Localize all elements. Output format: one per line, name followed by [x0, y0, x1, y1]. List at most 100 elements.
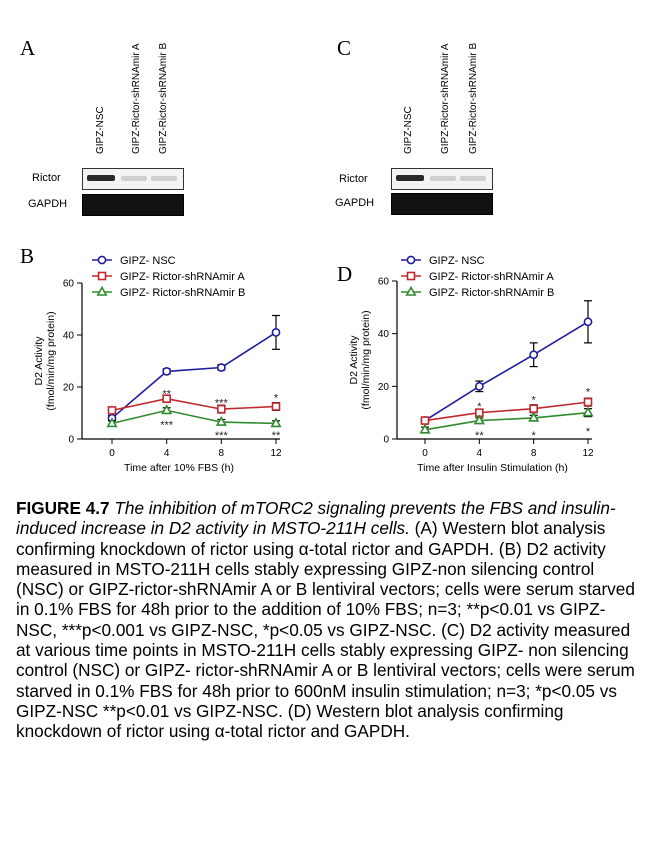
significance-marker: *: [586, 387, 591, 399]
data-point: [97, 255, 107, 265]
blot-band: [460, 176, 486, 181]
data-point: [271, 328, 281, 337]
y-tick-label: 20: [63, 383, 75, 394]
y-tick-label: 20: [378, 382, 390, 393]
gapdh-blot-strip: [391, 193, 493, 215]
panel-label-d: D: [337, 262, 353, 286]
data-point: [96, 285, 108, 296]
x-axis-label: Time after Insulin Stimulation (h): [417, 462, 568, 474]
data-point: [270, 417, 282, 428]
series-line: [111, 409, 277, 425]
y-tick-label: 0: [68, 435, 74, 446]
legend-entry: GIPZ- NSC: [429, 255, 485, 267]
series-line: [111, 331, 277, 419]
panel-label-c: C: [337, 36, 352, 60]
x-tick-label: 0: [422, 448, 428, 459]
significance-marker: ***: [215, 430, 229, 442]
rictor-blot-strip: [82, 168, 184, 190]
lane-label: GIPZ-Rictor-shRNAmir B: [158, 42, 169, 154]
legend-entry: GIPZ- Rictor-shRNAmir B: [120, 287, 245, 299]
figure-caption-body: (A) Western blot analysis confirming kno…: [16, 518, 635, 742]
y-axis-label: D2 Activity: [33, 336, 45, 386]
panel-label-a: A: [20, 36, 36, 60]
line-chart-d: 0 20 40 60 0 4 8 12 Time after Insulin Stimulati…: [348, 255, 594, 474]
x-tick-label: 4: [164, 448, 170, 459]
lane-label: GIPZ-Rictor-shRNAmir B: [468, 42, 479, 154]
blot-row-label: Rictor: [339, 173, 368, 185]
data-point: [473, 414, 485, 425]
significance-marker: *: [477, 401, 482, 413]
significance-marker: **: [475, 430, 484, 442]
data-point: [97, 271, 107, 281]
legend-entry: GIPZ- NSC: [120, 255, 176, 267]
y-tick-label: 40: [63, 331, 75, 342]
series-line: [424, 401, 589, 422]
data-point: [528, 411, 540, 422]
data-point: [162, 394, 171, 403]
significance-marker: *: [274, 392, 279, 404]
series-line: [424, 321, 589, 422]
data-point: [215, 415, 227, 426]
data-point: [583, 397, 593, 407]
figure-label: FIGURE 4.7: [16, 498, 110, 518]
y-tick-label: 60: [63, 279, 75, 290]
blot-band: [121, 176, 147, 181]
lane-label: GIPZ-Rictor-shRNAmir A: [440, 43, 451, 154]
data-point: [107, 406, 117, 415]
data-point: [162, 367, 172, 376]
panel-label-b: B: [20, 244, 35, 268]
y-tick-label: 60: [378, 277, 390, 288]
data-point: [106, 417, 118, 428]
blot-band: [430, 176, 456, 181]
data-point: [405, 285, 417, 296]
data-point: [217, 404, 226, 414]
x-tick-label: 8: [531, 448, 537, 459]
x-tick-label: 8: [219, 448, 225, 459]
significance-marker: **: [162, 389, 171, 401]
blot-row-label: Rictor: [32, 172, 61, 184]
blot-row-label: GAPDH: [335, 197, 375, 209]
x-tick-label: 12: [270, 448, 282, 459]
figure-title: The inhibition of mTORC2 signaling preve…: [16, 498, 616, 539]
data-point: [420, 416, 430, 425]
series-line: [111, 397, 277, 412]
significance-marker: *: [532, 430, 537, 442]
data-point: [216, 363, 226, 372]
data-point: [583, 317, 593, 327]
data-point: [419, 423, 431, 434]
series-line: [424, 411, 589, 431]
gapdh-blot-strip: [82, 194, 184, 216]
data-point: [406, 255, 416, 265]
legend-entry: GIPZ- Rictor-shRNAmir A: [120, 271, 245, 283]
data-point: [582, 406, 594, 417]
data-point: [161, 404, 173, 415]
significance-marker: ***: [215, 398, 229, 410]
lane-label: GIPZ-NSC: [95, 106, 106, 154]
data-point: [474, 381, 484, 391]
significance-marker: *: [532, 395, 537, 407]
y-axis-label-units: (fmol/min/mg protein): [360, 310, 372, 409]
blot-band: [396, 175, 424, 181]
x-tick-label: 0: [109, 448, 115, 459]
line-chart-b: 0 20 40 60 0 4 8 12 Time after 10% FBS (h) D2 Act…: [33, 255, 282, 474]
y-tick-label: 0: [383, 435, 389, 446]
x-axis-label: Time after 10% FBS (h): [124, 462, 234, 474]
y-axis-label: D2 Activity: [348, 335, 360, 385]
data-point: [529, 350, 539, 360]
x-tick-label: 12: [582, 448, 594, 459]
y-axis-label-units: (fmol/min/mg protein): [45, 311, 57, 410]
blot-band: [151, 176, 177, 181]
rictor-blot-strip: [391, 168, 493, 190]
blot-band: [87, 175, 115, 181]
lane-label: GIPZ-NSC: [403, 106, 414, 154]
legend-entry: GIPZ- Rictor-shRNAmir A: [429, 271, 554, 283]
y-tick-label: 40: [378, 329, 390, 340]
blot-row-label: GAPDH: [28, 198, 68, 210]
figure-caption: FIGURE 4.7 The inhibition of mTORC2 sign…: [16, 498, 640, 742]
legend-entry: GIPZ- Rictor-shRNAmir B: [429, 287, 554, 299]
significance-marker: ***: [160, 420, 174, 432]
significance-marker: **: [272, 430, 281, 442]
significance-marker: *: [586, 426, 591, 438]
lane-label: GIPZ-Rictor-shRNAmir A: [131, 43, 142, 154]
data-point: [271, 402, 281, 411]
